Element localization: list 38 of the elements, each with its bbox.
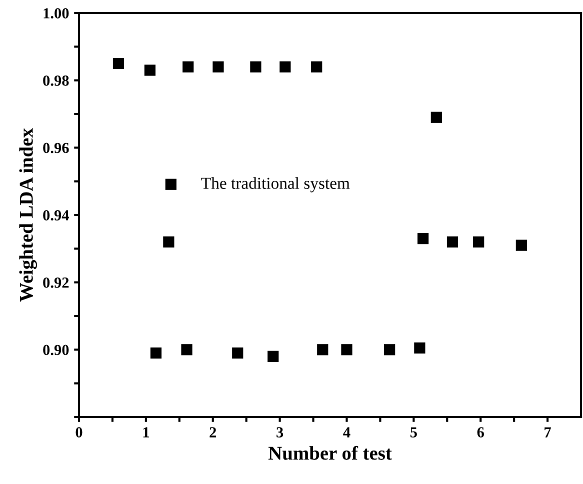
y-tick-label: 0.96: [43, 142, 69, 154]
point: [311, 61, 322, 72]
point: [182, 61, 194, 72]
point: [430, 112, 442, 123]
point: [414, 342, 426, 354]
x-tick-label: 6: [477, 427, 484, 438]
x-tick-label: 1: [143, 427, 149, 438]
point: [280, 61, 291, 72]
point: [446, 236, 458, 248]
x-tick-label: 3: [276, 427, 284, 438]
point: [384, 344, 396, 356]
y-tick-label: 0.94: [43, 210, 69, 221]
x-axis-title: Number of test: [268, 446, 392, 460]
point: [341, 344, 352, 356]
x-tick-label: 4: [343, 427, 350, 438]
x-tick-label: 0: [76, 427, 82, 438]
x-tick-label: 2: [210, 427, 216, 438]
y-axis-title: Weighted LDA index: [19, 128, 37, 302]
legend-label: The traditional system: [201, 177, 350, 192]
y-tick-label: 1.00: [44, 8, 69, 19]
point: [232, 347, 244, 359]
x-tick-label: 5: [410, 427, 417, 438]
point: [473, 236, 484, 248]
x-tick-label: 7: [544, 427, 551, 438]
point: [516, 240, 527, 251]
point: [317, 344, 328, 356]
y-tick-label: 0.92: [43, 277, 69, 288]
point: [144, 64, 156, 76]
point: [150, 347, 162, 359]
point: [163, 236, 174, 248]
point: [181, 344, 192, 356]
point: [268, 350, 279, 362]
y-tick-label: 0.90: [43, 344, 69, 356]
point: [212, 61, 224, 72]
point: [112, 58, 124, 70]
point: [250, 61, 262, 72]
y-tick-label: 0.98: [43, 75, 69, 86]
point: [417, 233, 429, 244]
